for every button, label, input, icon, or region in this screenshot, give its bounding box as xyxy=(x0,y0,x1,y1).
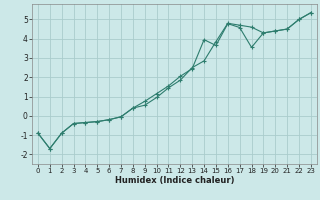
X-axis label: Humidex (Indice chaleur): Humidex (Indice chaleur) xyxy=(115,176,234,185)
